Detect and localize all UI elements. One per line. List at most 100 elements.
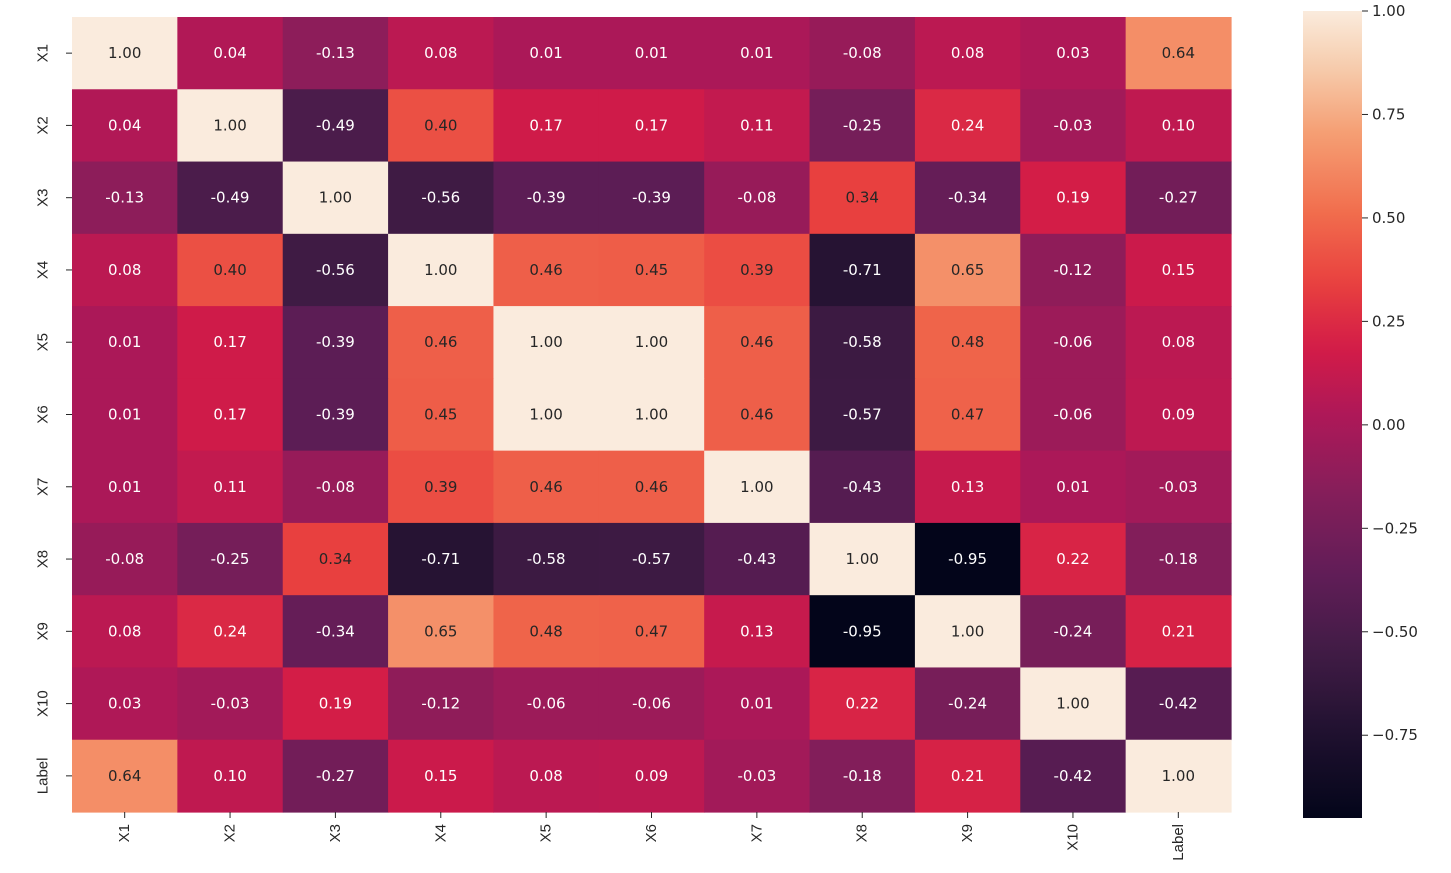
cell-value-label: 0.04 xyxy=(108,116,141,134)
cell-value-label: 0.45 xyxy=(424,406,457,424)
x-axis-ticks: X1 X2 X3 X4 X5 X6 X7 X8 X9 X10 Label xyxy=(116,812,1187,861)
cell-value-label: 0.21 xyxy=(951,767,984,785)
heatmap-cell-X1-X8 xyxy=(809,17,916,90)
heatmap-cell-X8-X6 xyxy=(598,522,705,596)
heatmap-cell-X9-X6 xyxy=(598,595,705,669)
heatmap-cell-X6-X9 xyxy=(914,378,1021,452)
cell-value-label: -0.03 xyxy=(211,695,250,713)
heatmap-cell-X5-X5 xyxy=(493,306,600,379)
cell-value-label: 0.08 xyxy=(951,44,984,62)
heatmap-cell-X1-X5 xyxy=(493,17,600,90)
heatmap-cell-X1-X6 xyxy=(598,17,705,90)
cell-value-label: -0.43 xyxy=(843,478,882,496)
heatmap-cell-X3-X1 xyxy=(72,161,178,235)
heatmap-cell-X9-X1 xyxy=(72,595,178,669)
cell-value-label: 0.46 xyxy=(740,406,773,424)
heatmap-cell-X6-X6 xyxy=(598,378,705,452)
cell-value-label: 0.24 xyxy=(951,116,984,134)
heatmap-cell-X5-X7 xyxy=(704,306,811,379)
cell-value-label: 0.03 xyxy=(1056,44,1089,62)
heatmap-cell-X5-X3 xyxy=(282,306,389,379)
cell-value-label: -0.12 xyxy=(1054,261,1093,279)
cell-value-label: 0.46 xyxy=(740,333,773,351)
heatmap-cell-X8-X3 xyxy=(282,522,389,596)
cell-value-label: -0.27 xyxy=(316,767,355,785)
heatmap-cell-X10-X9 xyxy=(914,667,1021,741)
cell-value-label: 0.01 xyxy=(108,333,141,351)
heatmap-cell-X2-X6 xyxy=(598,89,705,163)
heatmap-cell-X8-Label xyxy=(1125,522,1232,596)
heatmap-cell-X7-X2 xyxy=(177,450,284,524)
cell-value-label: 1.00 xyxy=(529,333,562,351)
heatmap-cell-X7-Label xyxy=(1125,450,1232,524)
cell-value-label: 0.47 xyxy=(635,622,668,640)
heatmap-cell-Label-X3 xyxy=(282,739,389,813)
y-tick-label: X3 xyxy=(35,189,52,207)
cell-value-label: 0.40 xyxy=(213,261,246,279)
cell-value-label: -0.95 xyxy=(948,550,987,568)
cell-value-label: 1.00 xyxy=(635,406,668,424)
x-tick-label: X4 xyxy=(432,824,449,842)
cell-value-label: -0.24 xyxy=(1054,622,1093,640)
heatmap-cell-X7-X1 xyxy=(72,450,178,524)
cell-value-label: -0.03 xyxy=(1159,478,1198,496)
heatmap-cell-X7-X8 xyxy=(809,450,916,524)
cell-value-label: 0.24 xyxy=(213,622,246,640)
heatmap-cell-X9-X9 xyxy=(914,595,1021,669)
cell-value-label: 0.08 xyxy=(424,44,457,62)
cell-value-label: -0.08 xyxy=(316,478,355,496)
cell-value-label: -0.03 xyxy=(1054,116,1093,134)
colorbar-tick-label: −0.75 xyxy=(1372,726,1418,744)
y-tick-label: X9 xyxy=(35,622,52,640)
cell-value-label: 0.15 xyxy=(424,767,457,785)
heatmap-cell-Label-X1 xyxy=(72,739,178,813)
heatmap-cell-X4-X5 xyxy=(493,233,600,307)
heatmap-cell-X7-X9 xyxy=(914,450,1021,524)
heatmap-cell-X1-X2 xyxy=(177,17,284,90)
cell-value-label: 0.39 xyxy=(740,261,773,279)
cell-value-label: -0.34 xyxy=(948,189,987,207)
cell-value-label: 0.48 xyxy=(529,622,562,640)
cell-value-label: 0.01 xyxy=(529,44,562,62)
cell-value-label: -0.25 xyxy=(843,116,882,134)
cell-value-label: 0.17 xyxy=(213,406,246,424)
colorbar-tick-label: −0.50 xyxy=(1372,623,1418,641)
cell-value-label: 1.00 xyxy=(319,189,352,207)
heatmap-cell-X9-X5 xyxy=(493,595,600,669)
heatmap-cell-X9-X2 xyxy=(177,595,284,669)
heatmap-cell-X3-Label xyxy=(1125,161,1232,235)
colorbar-tick-label: −0.25 xyxy=(1372,519,1418,537)
heatmap-cell-X5-X1 xyxy=(72,306,178,379)
heatmap-cell-X1-X4 xyxy=(388,17,495,90)
heatmap-cell-X1-X10 xyxy=(1020,17,1127,90)
heatmap-cell-X3-X7 xyxy=(704,161,811,235)
cell-value-label: 0.19 xyxy=(319,695,352,713)
y-tick-label: X2 xyxy=(35,116,52,134)
cell-value-label: -0.34 xyxy=(316,622,355,640)
heatmap-cell-X3-X2 xyxy=(177,161,284,235)
heatmap-cell-X8-X9 xyxy=(914,522,1021,596)
cell-value-label: 0.22 xyxy=(846,695,879,713)
cell-value-label: -0.18 xyxy=(843,767,882,785)
y-tick-label: Label xyxy=(35,758,52,795)
cell-value-label: 0.39 xyxy=(424,478,457,496)
cell-value-label: -0.57 xyxy=(632,550,671,568)
heatmap-cell-X8-X1 xyxy=(72,522,178,596)
cell-value-label: -0.39 xyxy=(527,189,566,207)
heatmap-cell-X4-Label xyxy=(1125,233,1232,307)
cell-value-label: 0.08 xyxy=(108,622,141,640)
cell-value-label: 0.45 xyxy=(635,261,668,279)
y-tick-label: X5 xyxy=(35,333,52,351)
cell-value-label: 0.01 xyxy=(108,478,141,496)
cell-value-label: -0.24 xyxy=(948,695,987,713)
cell-value-label: 0.04 xyxy=(213,44,246,62)
heatmap-cell-X10-X2 xyxy=(177,667,284,741)
colorbar-tick-label: 0.25 xyxy=(1372,312,1405,330)
heatmap-cell-X10-X7 xyxy=(704,667,811,741)
cell-value-label: 0.48 xyxy=(951,333,984,351)
y-tick-label: X6 xyxy=(35,405,52,423)
heatmap-cell-X2-X10 xyxy=(1020,89,1127,163)
heatmap-cell-X3-X5 xyxy=(493,161,600,235)
x-tick-label: X8 xyxy=(854,824,871,842)
heatmap-cell-Label-X8 xyxy=(809,739,916,813)
